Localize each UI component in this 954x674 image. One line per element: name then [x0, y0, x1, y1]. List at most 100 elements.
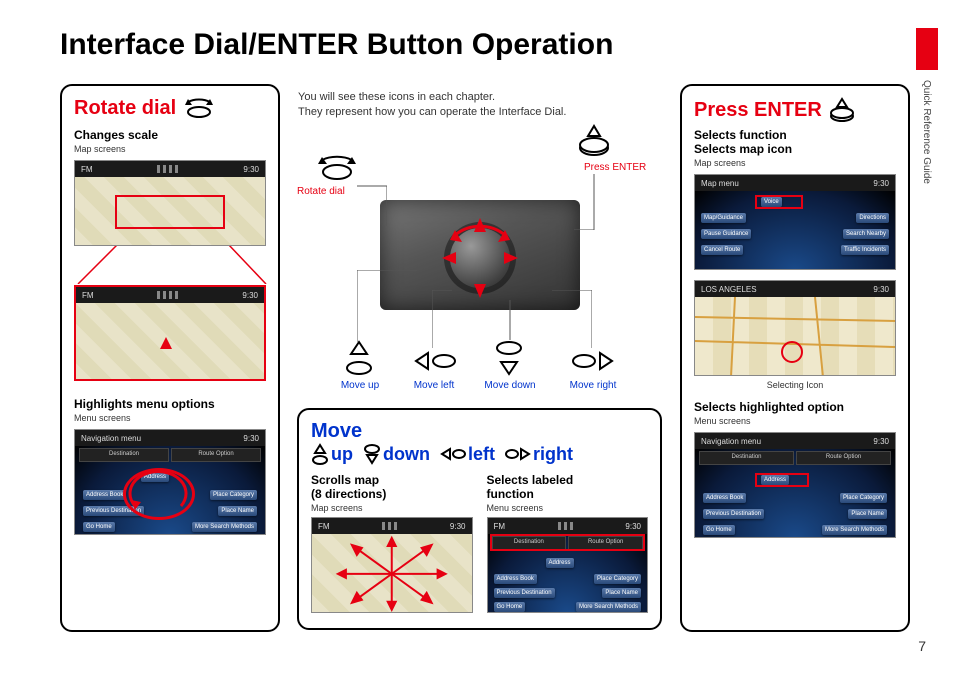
menu-tab: Route Option [171, 448, 261, 462]
enter-caption: Selecting Icon [694, 380, 896, 390]
enter-sub1b: Selects map icon [694, 142, 896, 156]
sb-time: 9:30 [243, 434, 259, 443]
menu-btn: Go Home [494, 602, 526, 612]
menu-btn: Directions [856, 213, 889, 223]
label-rotate-dial: Rotate dial [297, 186, 345, 197]
menu-btn: Place Name [848, 509, 887, 519]
sb-time: 9:30 [625, 522, 641, 531]
enter-mapmenu-screenshot: Map menu 9:30 Voice Map/Guidance Directi… [694, 174, 896, 270]
sb-time: 9:30 [873, 285, 889, 294]
sb-nav: Navigation menu [701, 437, 761, 446]
sb-mapmenu: Map menu [701, 179, 739, 188]
rotate-highlight-arrow [125, 470, 193, 520]
move-col-scroll: Scrolls map (8 directions) Map screens F… [311, 471, 473, 613]
menu-btn: Pause Guidance [701, 229, 751, 239]
move-panel: Move up down left right Scrolls map (8 d… [297, 408, 662, 630]
rotate-menu-screenshot: Navigation menu 9:30 Destination Route O… [74, 429, 266, 535]
menu-btn: Go Home [83, 522, 115, 532]
menu-btn: Place Name [218, 506, 257, 516]
menu-btn: Previous Destination [494, 588, 555, 598]
move-up-glyph [342, 338, 376, 378]
rotate-map-screenshot-2: FM 9:30 [74, 285, 266, 381]
enter-la-screenshot: LOS ANGELES 9:30 [694, 280, 896, 376]
section-tab [916, 28, 938, 70]
rotate-title: Rotate dial [74, 97, 176, 120]
leader-rotate [357, 176, 387, 226]
sb-time: 9:30 [242, 291, 258, 300]
menu-btn: Cancel Route [701, 245, 743, 255]
move-sub2: function [487, 487, 649, 501]
rotate-icon [182, 96, 216, 120]
right-icon [505, 445, 531, 463]
enter-sub2: Selects highlighted option [694, 400, 896, 414]
up-icon [311, 443, 329, 465]
sb-fm: FM [81, 165, 93, 174]
menu-btn: Place Name [602, 588, 641, 598]
menu-btn: Map/Guidance [701, 213, 746, 223]
leader-down [508, 300, 512, 340]
page-title: Interface Dial/ENTER Button Operation [60, 28, 613, 62]
menu-btn: Place Category [210, 490, 257, 500]
sb-time: 9:30 [873, 179, 889, 188]
move-col-select: Selects labeled function Menu screens FM… [487, 471, 649, 613]
leader-enter [574, 160, 604, 230]
press-enter-glyph [574, 120, 614, 160]
move-map-screenshot: FM 9:30 [311, 517, 473, 613]
sb-la: LOS ANGELES [701, 285, 757, 294]
move-sub2: (8 directions) [311, 487, 473, 501]
enter-sub1a: Selects function [694, 128, 896, 142]
enter-meta2: Menu screens [694, 416, 896, 426]
move-menu-screenshot: FM 9:30 Destination Route Option Address… [487, 517, 649, 613]
rotate-meta1: Map screens [74, 144, 266, 154]
intro-line1: You will see these icons in each chapter… [298, 90, 658, 105]
menu-btn: Search Nearby [843, 229, 889, 239]
dir-right: right [533, 444, 573, 465]
move-right-glyph [572, 346, 616, 376]
menu-btn: Previous Destination [703, 509, 764, 519]
intro-text: You will see these icons in each chapter… [298, 90, 658, 120]
enter-title: Press ENTER [694, 99, 822, 122]
rotate-map-screenshot-1: FM 9:30 [74, 160, 266, 246]
sb-time: 9:30 [873, 437, 889, 446]
move-down-glyph [492, 338, 526, 378]
dir-down: down [383, 444, 430, 465]
page-number: 7 [918, 638, 926, 654]
sb-time: 9:30 [243, 165, 259, 174]
zoom-lines [74, 244, 270, 284]
dir-up: up [331, 444, 353, 465]
menu-btn: Go Home [703, 525, 735, 535]
enter-menu-screenshot: Navigation menu 9:30 Destination Route O… [694, 432, 896, 538]
down-icon [363, 443, 381, 465]
menu-tab: Route Option [796, 451, 891, 465]
intro-line2: They represent how you can operate the I… [298, 105, 658, 120]
dir-left: left [468, 444, 495, 465]
enter-meta1: Map screens [694, 158, 896, 168]
label-move-left: Move left [410, 380, 458, 391]
sb-fm: FM [494, 522, 506, 531]
rotate-sub2: Highlights menu options [74, 397, 266, 411]
sb-fm: FM [318, 522, 330, 531]
menu-btn: Place Category [594, 574, 641, 584]
enter-icon [828, 96, 856, 124]
leader-right [552, 290, 592, 348]
eight-dir-arrows [312, 534, 472, 613]
move-meta: Map screens [311, 503, 473, 513]
menu-btn: More Search Methods [576, 602, 641, 612]
move-sub: Scrolls map [311, 473, 473, 487]
move-title: Move [311, 420, 362, 443]
rotate-dial-glyph [312, 150, 362, 184]
menu-btn: More Search Methods [822, 525, 887, 535]
menu-btn: Address Book [83, 490, 126, 500]
menu-tab: Destination [699, 451, 794, 465]
left-icon [440, 445, 466, 463]
label-move-up: Move up [340, 380, 380, 391]
move-meta: Menu screens [487, 503, 649, 513]
sb-fm: FM [82, 291, 94, 300]
rotate-dial-panel: Rotate dial Changes scale Map screens FM… [60, 84, 280, 632]
menu-btn: More Search Methods [192, 522, 257, 532]
menu-btn: Address Book [494, 574, 537, 584]
menu-btn: Traffic Incidents [841, 245, 889, 255]
move-left-glyph [412, 346, 456, 376]
leader-up [357, 270, 417, 342]
move-sub: Selects labeled [487, 473, 649, 487]
